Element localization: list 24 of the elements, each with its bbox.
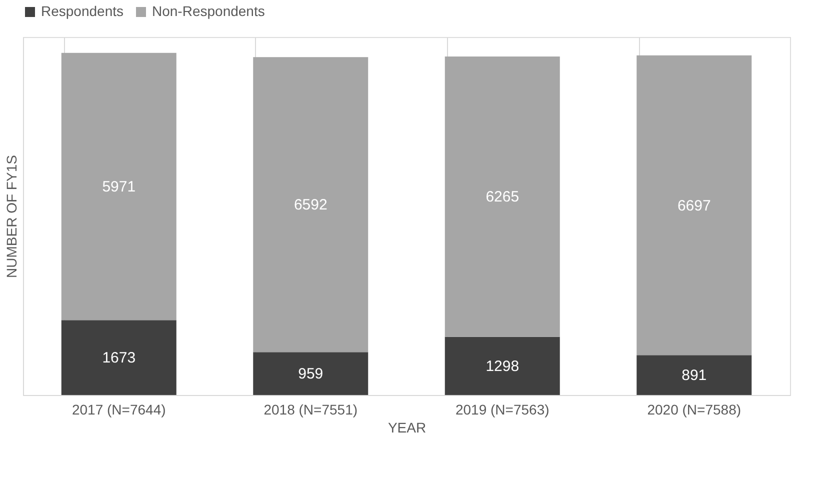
data-label: 891: [682, 367, 707, 384]
x-axis-title: YEAR: [388, 420, 426, 436]
data-label: 6697: [677, 197, 711, 214]
bar: [61, 52, 176, 320]
data-label: 5971: [102, 178, 136, 196]
bar: [61, 320, 176, 395]
bar: [636, 355, 752, 395]
legend-label: Respondents: [41, 3, 124, 19]
data-label: 1673: [102, 350, 136, 367]
x-tick-label: 2019 (N=7563): [455, 402, 550, 418]
bar: [444, 336, 560, 395]
x-tick-label: 2018 (N=7551): [264, 402, 358, 418]
legend-label: Non-Respondents: [152, 3, 265, 19]
data-label: 959: [298, 366, 324, 383]
data-label: 1298: [486, 358, 520, 375]
bar: [253, 57, 368, 352]
y-axis-title: NUMBER OF FY1S: [4, 155, 20, 278]
bar: [636, 55, 752, 356]
bar: [253, 352, 368, 395]
x-tick-label: 2020 (N=7588): [647, 402, 742, 418]
data-label: 6592: [294, 196, 328, 214]
data-label: 6265: [486, 188, 520, 206]
x-tick-label: 2017 (N=7644): [72, 402, 166, 418]
bar: [444, 56, 560, 337]
